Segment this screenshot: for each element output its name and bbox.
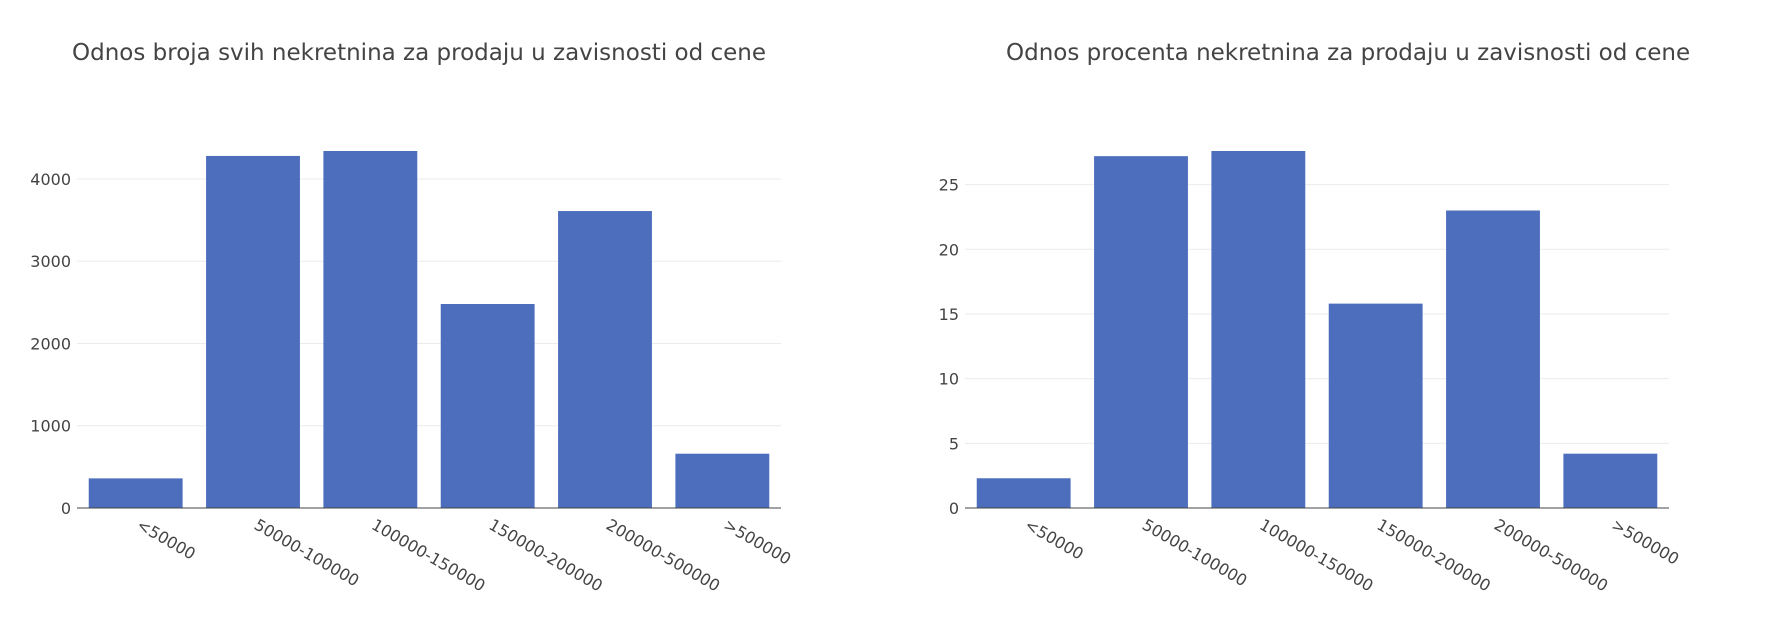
chart-plot: 0 5 10 15 20 25 <50000 50000-100000 100000-15000… [939, 151, 1682, 595]
y-tick-label: 2000 [30, 334, 71, 353]
x-tick-label: 50000-100000 [251, 515, 362, 590]
bar [323, 151, 418, 508]
y-tick-label: 5 [949, 434, 959, 453]
x-tick-label: 150000-200000 [486, 515, 606, 595]
bar [1446, 210, 1540, 508]
bar [976, 478, 1071, 508]
bar [88, 478, 183, 508]
y-tick-label: 4000 [30, 170, 71, 189]
y-tick-label: 15 [939, 305, 959, 324]
chart-title: Odnos procenta nekretnina za prodaju u z… [1006, 40, 1691, 66]
x-tick-label: <50000 [134, 515, 199, 564]
x-tick-label: 100000-150000 [1256, 515, 1376, 595]
x-tick-label: 200000-500000 [603, 515, 723, 595]
bar [558, 211, 652, 508]
y-tick-label: 3000 [30, 252, 71, 271]
x-tick-label: >500000 [720, 515, 794, 569]
bar [675, 453, 770, 508]
bar [1563, 453, 1658, 508]
bar [440, 304, 535, 508]
x-tick-label: >500000 [1608, 515, 1682, 569]
bar [206, 155, 300, 508]
bar [1094, 156, 1188, 508]
chart-count: Odnos broja svih nekretnina za prodaju u… [30, 40, 794, 595]
chart-plot: 0 1000 2000 3000 4000 <50000 50000-100000 10000… [30, 151, 794, 595]
y-tick-label: 25 [939, 176, 959, 195]
chart-percent: Odnos procenta nekretnina za prodaju u z… [888, 0, 1776, 633]
bar [1211, 151, 1306, 508]
x-tick-label: 100000-150000 [368, 515, 488, 595]
x-tick-label: 150000-200000 [1374, 515, 1494, 595]
x-tick-label: <50000 [1022, 515, 1087, 564]
x-tick-label: 50000-100000 [1139, 515, 1250, 590]
chart-title: Odnos broja svih nekretnina za prodaju u… [72, 40, 767, 66]
x-tick-label: 200000-500000 [1491, 515, 1611, 595]
y-tick-label: 10 [939, 370, 959, 389]
y-tick-label: 0 [949, 499, 959, 518]
y-tick-label: 20 [939, 240, 959, 259]
bar [1328, 303, 1423, 508]
y-tick-label: 0 [61, 499, 71, 518]
y-tick-label: 1000 [30, 417, 71, 436]
